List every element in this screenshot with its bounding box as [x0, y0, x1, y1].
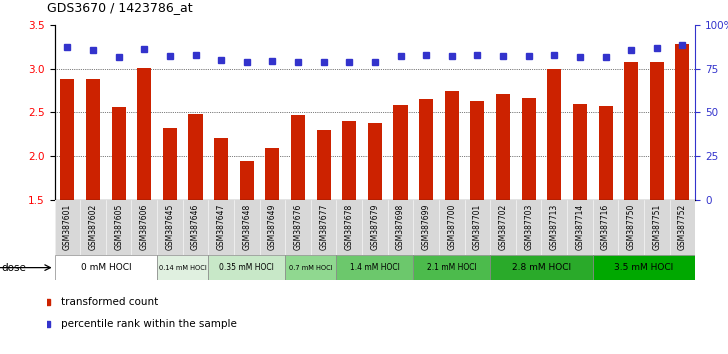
Bar	[573, 104, 587, 200]
Bar	[266, 148, 280, 200]
Text: GSM387645: GSM387645	[165, 204, 175, 250]
Text: GSM387601: GSM387601	[63, 204, 72, 250]
Text: percentile rank within the sample: percentile rank within the sample	[61, 319, 237, 329]
Bar	[445, 91, 459, 200]
Text: 0.35 mM HOCl: 0.35 mM HOCl	[219, 263, 274, 272]
Text: GSM387648: GSM387648	[242, 204, 251, 250]
Text: GSM387602: GSM387602	[89, 204, 98, 250]
Text: GSM387678: GSM387678	[345, 204, 354, 250]
Text: 2.1 mM HOCl: 2.1 mM HOCl	[427, 263, 477, 272]
Bar	[419, 99, 433, 200]
Bar	[60, 79, 74, 200]
Text: GSM387676: GSM387676	[293, 204, 303, 250]
Bar	[240, 161, 254, 200]
Bar	[522, 98, 536, 200]
Bar	[490, 255, 593, 280]
Text: GSM387751: GSM387751	[652, 204, 661, 250]
Text: GDS3670 / 1423786_at: GDS3670 / 1423786_at	[47, 1, 193, 14]
Text: transformed count: transformed count	[61, 297, 159, 307]
Bar	[598, 106, 612, 200]
Text: GSM387713: GSM387713	[550, 204, 559, 250]
Text: 0.14 mM HOCl: 0.14 mM HOCl	[159, 265, 207, 270]
Text: 3.5 mM HOCl: 3.5 mM HOCl	[614, 263, 673, 272]
Text: GSM387752: GSM387752	[678, 204, 687, 250]
Text: GSM387750: GSM387750	[627, 204, 636, 250]
Text: 2.8 mM HOCl: 2.8 mM HOCl	[512, 263, 571, 272]
Text: 0.7 mM HOCl: 0.7 mM HOCl	[289, 265, 333, 270]
Bar	[676, 44, 689, 200]
Bar	[317, 130, 331, 200]
Text: GSM387606: GSM387606	[140, 204, 149, 250]
Bar	[157, 255, 208, 280]
Text: GSM387649: GSM387649	[268, 204, 277, 250]
Bar	[496, 94, 510, 200]
Text: GSM387699: GSM387699	[422, 204, 431, 250]
Text: GSM387700: GSM387700	[447, 204, 456, 250]
Bar	[624, 62, 638, 200]
Bar	[86, 79, 100, 200]
Text: GSM387679: GSM387679	[371, 204, 379, 250]
Bar	[470, 101, 484, 200]
Text: GSM387714: GSM387714	[575, 204, 585, 250]
Text: GSM387605: GSM387605	[114, 204, 123, 250]
Text: GSM387698: GSM387698	[396, 204, 405, 250]
Bar	[111, 107, 126, 200]
Bar	[547, 69, 561, 200]
Bar	[214, 138, 228, 200]
Text: GSM387716: GSM387716	[601, 204, 610, 250]
Bar	[368, 123, 382, 200]
Bar	[55, 255, 157, 280]
Text: GSM387647: GSM387647	[217, 204, 226, 250]
Bar	[336, 255, 414, 280]
Text: GSM387646: GSM387646	[191, 204, 200, 250]
Text: GSM387701: GSM387701	[473, 204, 482, 250]
Bar	[189, 114, 202, 200]
Bar	[593, 255, 695, 280]
Text: 0 mM HOCl: 0 mM HOCl	[81, 263, 131, 272]
Bar	[414, 255, 490, 280]
Text: dose: dose	[1, 263, 26, 273]
Bar	[163, 128, 177, 200]
Bar	[138, 68, 151, 200]
Bar	[291, 115, 305, 200]
Bar	[208, 255, 285, 280]
Text: 1.4 mM HOCl: 1.4 mM HOCl	[350, 263, 400, 272]
Text: GSM387677: GSM387677	[319, 204, 328, 250]
Bar	[342, 121, 356, 200]
Bar	[394, 104, 408, 200]
Text: GSM387702: GSM387702	[499, 204, 507, 250]
Text: GSM387703: GSM387703	[524, 204, 533, 250]
Bar	[285, 255, 336, 280]
Bar	[650, 62, 664, 200]
